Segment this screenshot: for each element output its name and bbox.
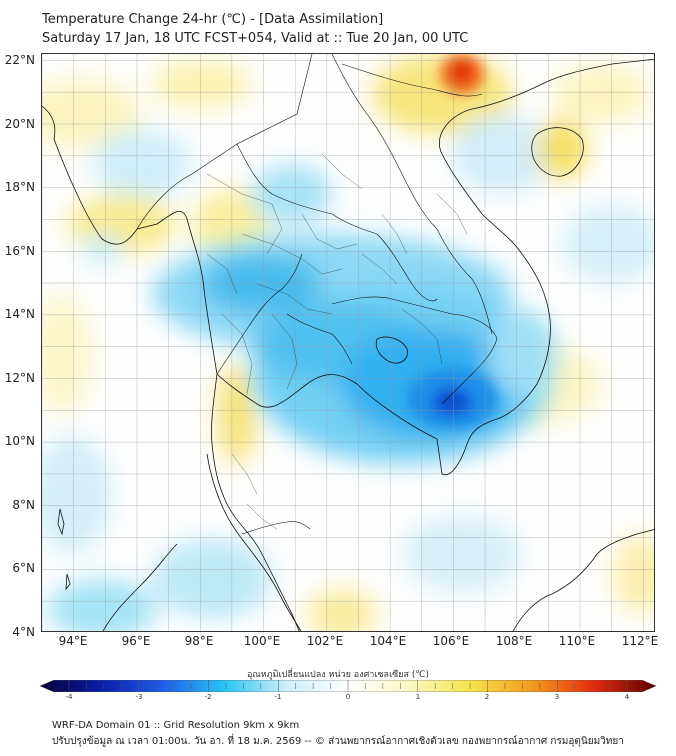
lon-label-98e: 98°E [184, 634, 214, 648]
tonle-sap [375, 336, 408, 364]
border-china [341, 63, 483, 97]
lat-label-6n: 6°N [12, 561, 35, 575]
colorbar-tick-2: 2 [484, 693, 490, 701]
temperature-map[interactable] [41, 53, 655, 632]
lon-label-94e: 94°E [58, 634, 88, 648]
border-laos-vietnam [331, 54, 493, 335]
colorbar-tick-3: 3 [554, 693, 560, 701]
lat-label-16n: 16°N [4, 244, 35, 258]
map-title: Temperature Change 24-hr (℃) - [Data Ass… [42, 12, 384, 27]
colorbar-tick-neg2: -2 [204, 693, 212, 701]
coastlines [42, 58, 654, 631]
lat-label-14n: 14°N [4, 307, 35, 321]
coastline-west [42, 105, 300, 631]
border-thai-cambodia [286, 313, 353, 365]
map-canvas [42, 54, 654, 631]
lat-label-18n: 18°N [4, 180, 35, 194]
coastline-malay [206, 453, 302, 631]
lat-label-10n: 10°N [4, 434, 35, 448]
island-nicobar [65, 573, 71, 591]
island-andaman [57, 508, 65, 536]
colorbar [40, 680, 656, 692]
borders [136, 54, 498, 535]
graticule [42, 54, 654, 631]
border-thai-laos [236, 143, 438, 302]
colorbar-tick-neg1: -1 [274, 693, 282, 701]
colorbar-tick-marks [68, 680, 628, 692]
border-myanmar [136, 54, 313, 230]
border-cambodia [331, 296, 498, 405]
lon-label-110e: 110°E [558, 634, 596, 648]
lon-label-104e: 104°E [369, 634, 407, 648]
coastline-sumatra [102, 543, 178, 631]
colorbar-label: อุณหภูมิเปลี่ยนแปลง หน่วย องศาเซลเซียส (… [246, 670, 430, 680]
lat-label-22n: 22°N [4, 53, 35, 67]
lat-label-4n: 4°N [12, 625, 35, 639]
colorbar-tick-neg3: -3 [135, 693, 143, 701]
border-thai-malaysia [241, 521, 311, 535]
colorbar-tick-4: 4 [624, 693, 630, 701]
lat-label-8n: 8°N [12, 498, 35, 512]
footer-domain-info: WRF-DA Domain 01 :: Grid Resolution 9km … [52, 720, 300, 731]
lon-label-100e: 100°E [243, 634, 281, 648]
coastline-borneo [512, 529, 654, 631]
lat-label-20n: 20°N [4, 117, 35, 131]
map-subtitle: Saturday 17 Jan, 18 UTC FCST+054, Valid … [42, 31, 469, 46]
temperature-field [42, 54, 654, 631]
footer-credit: ปรับปรุงข้อมูล ณ เวลา 01:00น. วัน อา. ที… [52, 736, 624, 747]
lon-label-108e: 108°E [495, 634, 533, 648]
coastline-gulf [216, 58, 654, 476]
colorbar-tick-0: 0 [345, 693, 351, 701]
lat-label-12n: 12°N [4, 371, 35, 385]
border-thai-myanmar-south [216, 253, 303, 375]
coastline-hainan [531, 127, 584, 177]
lon-label-112e: 112°E [621, 634, 659, 648]
province-borders [206, 153, 468, 530]
colorbar-tick-1: 1 [415, 693, 421, 701]
lon-label-106e: 106°E [432, 634, 470, 648]
colorbar-tick-neg4: -4 [65, 693, 73, 701]
lon-label-102e: 102°E [306, 634, 344, 648]
lon-label-96e: 96°E [121, 634, 151, 648]
